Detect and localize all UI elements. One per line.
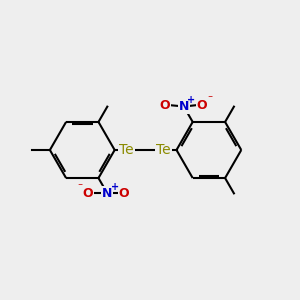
Text: O: O [118,187,129,200]
Text: +: + [187,95,195,105]
Text: O: O [83,187,94,200]
Text: Te: Te [156,143,171,157]
Text: N: N [179,100,189,113]
Text: +: + [111,182,119,192]
Text: O: O [196,99,207,112]
Text: Te: Te [119,143,134,157]
Text: ⁻: ⁻ [77,182,83,193]
Text: ⁻: ⁻ [207,94,212,104]
Text: N: N [102,187,112,200]
Text: O: O [159,99,170,112]
